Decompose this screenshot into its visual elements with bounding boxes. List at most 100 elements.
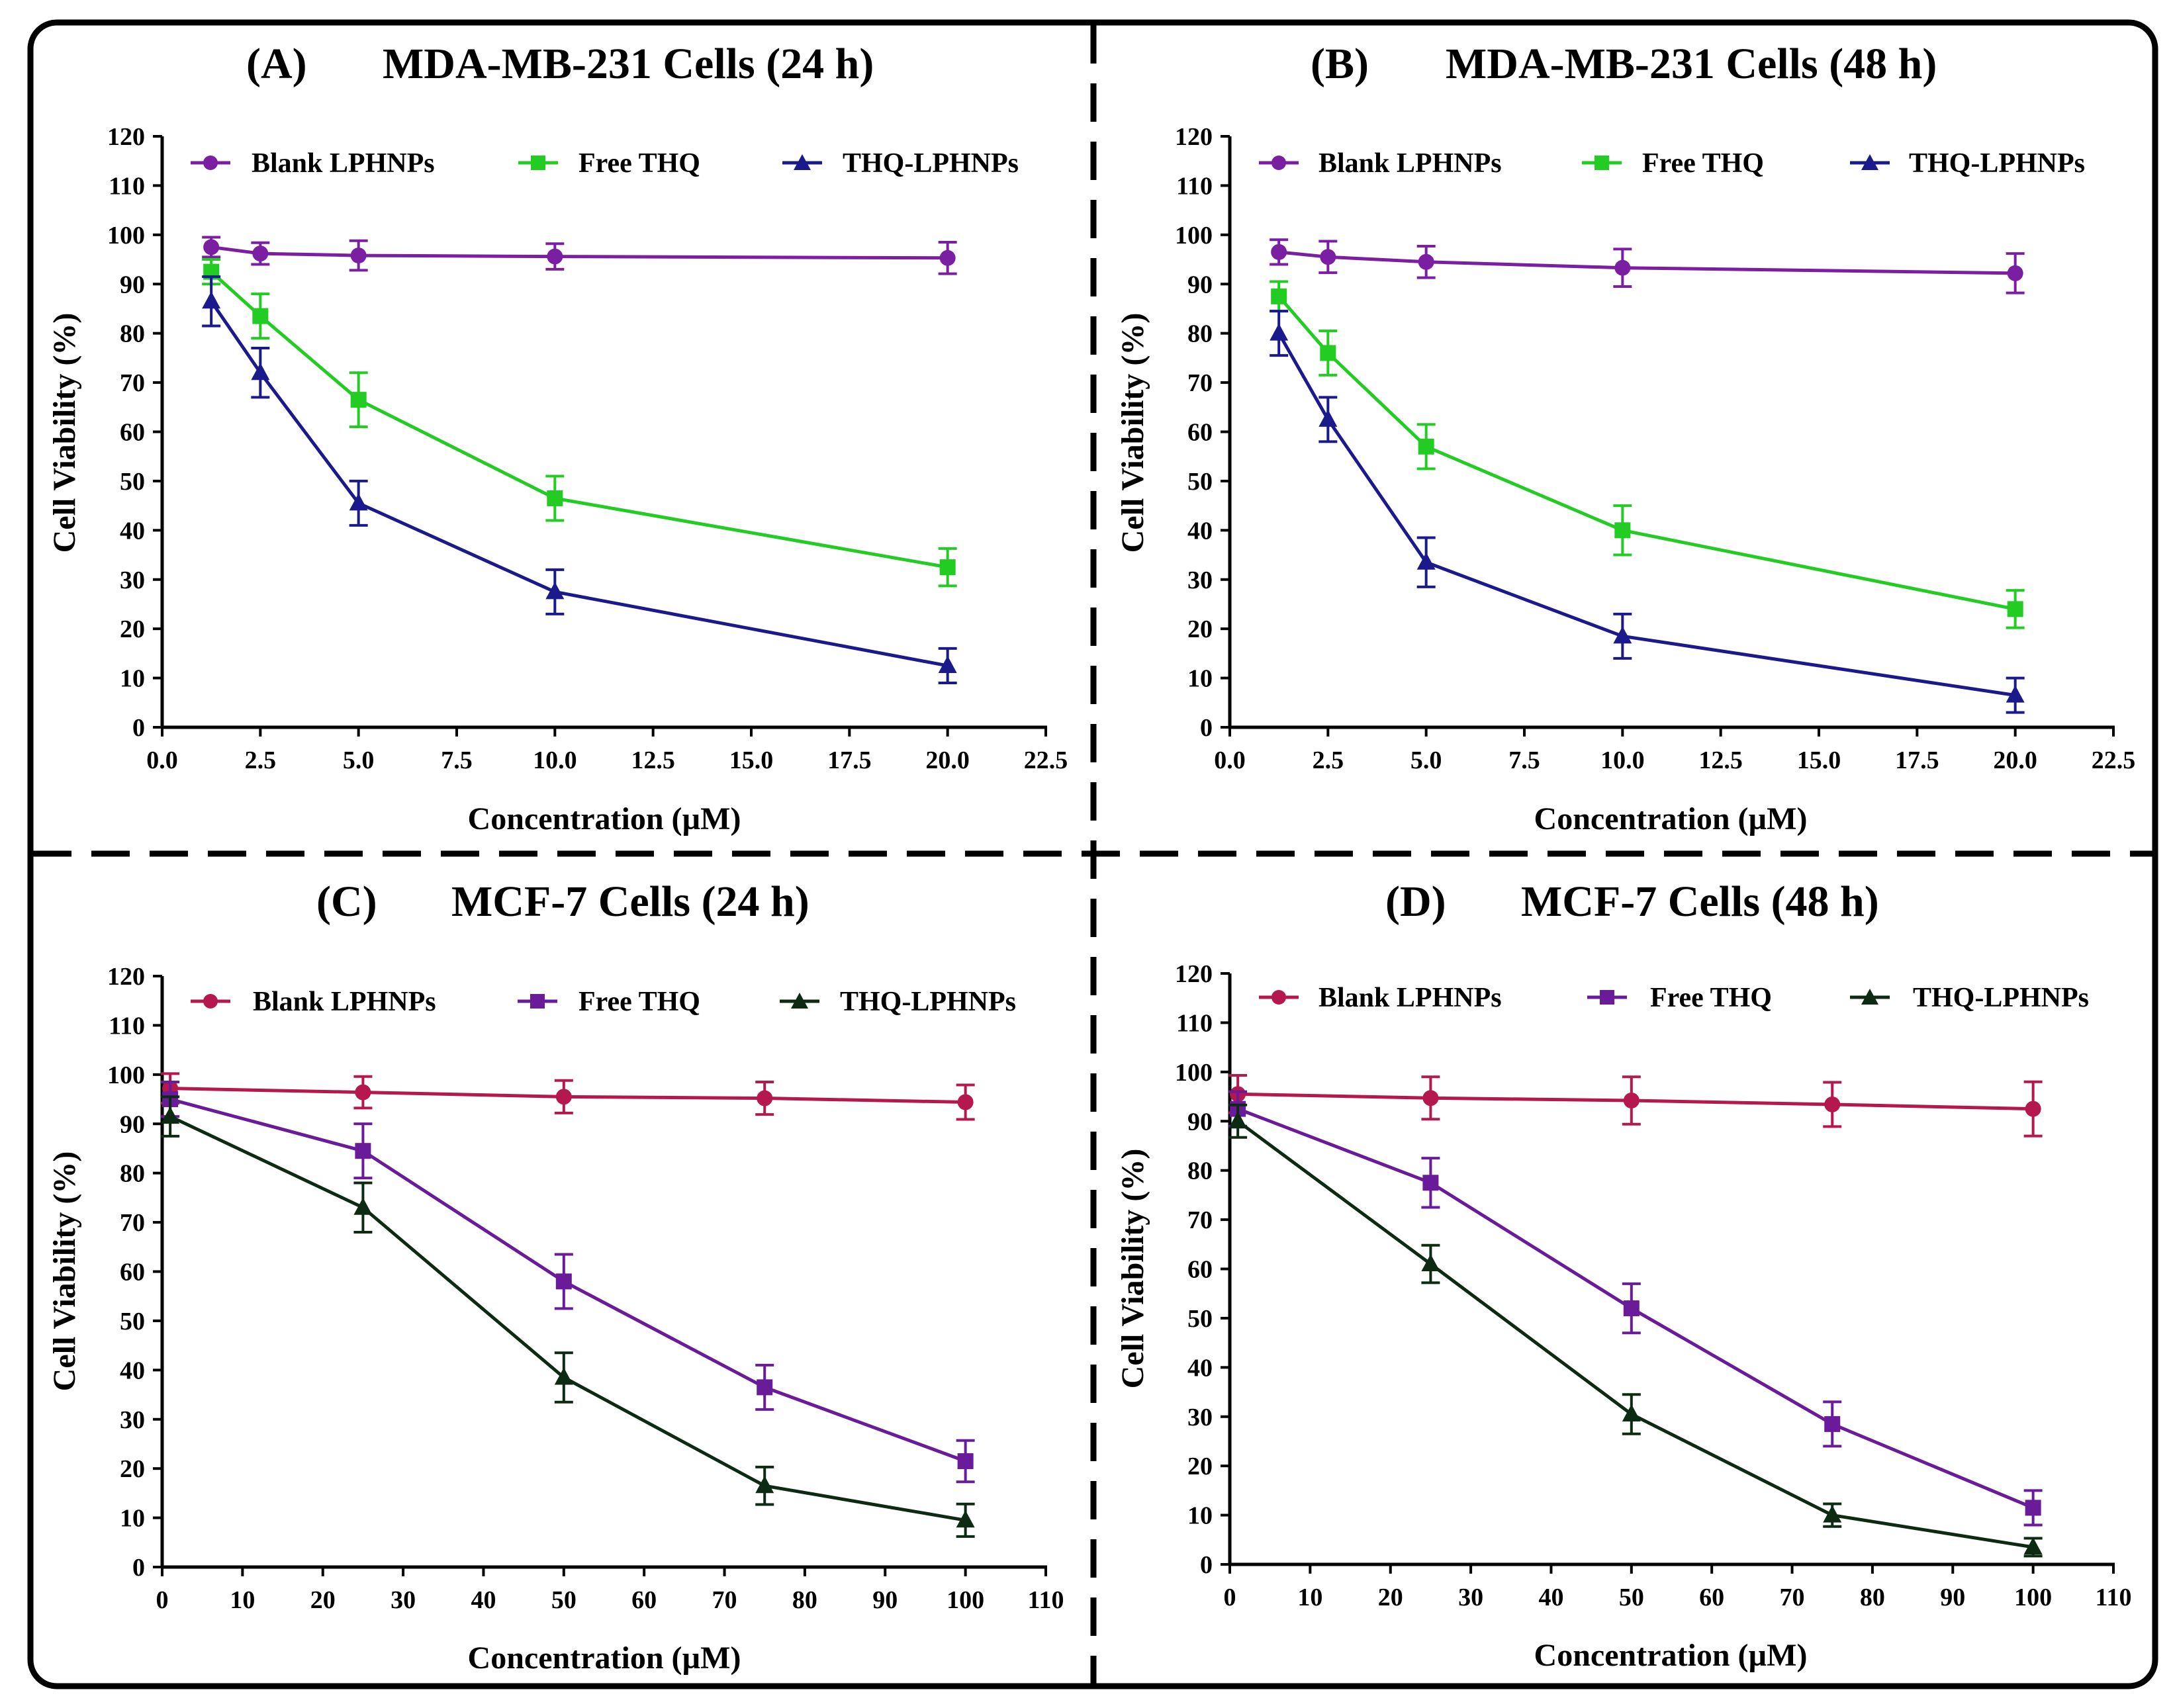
panel-b-ylabel: Cell Viability (%) [1115,313,1150,553]
outer-frame [27,19,2158,1689]
legend-label: Blank LPHNPs [1318,148,1502,179]
series-thq-lphnps [1228,1103,2043,1558]
panel-c-legend: Blank LPHNPs Free THQ THQ-LPHNPs [191,987,1016,1017]
y-tick-label: 120 [107,963,145,991]
panel-c: (C) MCF-7 Cells (24 h) 0 10 20 30 40 50 60 70 80… [47,877,1064,1676]
data-point [1320,249,1336,265]
x-tick-label: 70 [712,1586,737,1614]
legend-label: THQ-LPHNPs [843,148,1019,179]
x-tick-label: 2.5 [245,746,277,774]
panel-b: (B) MDA-MB-231 Cells (48 h) 0 10 20 30 40 50 6… [1115,40,2135,836]
y-tick-label: 50 [120,468,145,496]
x-tick-label: 90 [872,1586,898,1614]
data-point [957,1094,974,1110]
data-point [956,1510,975,1528]
panel-c-xlabel: Concentration (µM) [468,1641,741,1676]
y-tick-label: 30 [120,566,145,594]
panel-c-plot: 0 10 20 30 40 50 60 70 80 90 100 110 120 0 10 20 30 40 50 6… [107,963,1064,1614]
panel-a-ylabel: Cell Viability (%) [47,313,82,553]
y-tick-label: 70 [120,369,145,397]
legend-label: THQ-LPHNPs [1913,983,2089,1013]
x-tick-label: 30 [391,1586,416,1614]
data-point [252,308,269,324]
panel-d-label: (D) [1385,877,1446,926]
data-point [1824,1416,1841,1432]
panel-a-title: MDA-MB-231 Cells (24 h) [383,40,874,88]
y-tick-label: 50 [120,1308,145,1335]
x-tick-label: 2.5 [1313,746,1344,774]
data-point [1622,1404,1641,1422]
data-point [2006,685,2025,703]
data-point [353,1197,373,1215]
y-tick-label: 90 [120,1110,145,1138]
data-point [350,247,367,264]
y-tick-label: 90 [1187,1108,1213,1136]
y-tick-label: 110 [109,172,145,200]
legend-label: THQ-LPHNPs [1909,148,2085,179]
series-thq-lphnps [202,275,957,685]
y-tick-label: 40 [120,517,145,545]
y-tick-label: 40 [1187,517,1213,545]
legend-marker [530,994,545,1009]
y-tick-label: 10 [120,1505,145,1533]
data-point [939,559,956,576]
y-tick-label: 50 [1187,1305,1213,1333]
y-tick-label: 20 [1187,615,1213,643]
x-tick-label: 17.5 [827,746,872,774]
y-tick-label: 60 [120,1259,145,1286]
y-tick-label: 0 [132,1554,145,1582]
x-tick-label: 7.5 [1508,746,1540,774]
x-tick-label: 20.0 [925,746,970,774]
data-point [1271,288,1287,304]
x-tick-label: 22.5 [2092,746,2136,774]
x-tick-label: 12.5 [631,746,675,774]
legend-marker [1861,154,1878,170]
x-tick-label: 10 [230,1586,255,1614]
legend-label: Free THQ [1642,148,1764,179]
legend-free-thq: Free THQ [1587,983,1772,1013]
legend-label: Free THQ [1650,983,1772,1013]
y-tick-label: 30 [1187,566,1213,594]
y-tick-label: 60 [120,419,145,447]
data-point [1613,626,1632,644]
series-line [210,245,948,260]
panel-b-xlabel: Concentration (µM) [1534,801,1808,836]
legend-blank-lphnps: Blank LPHNPs [191,987,436,1017]
data-point [2025,1101,2041,1117]
y-tick-label: 50 [1187,468,1213,496]
y-tick-label: 80 [120,1160,145,1188]
legend-marker [794,154,811,170]
x-tick-label: 10.0 [1600,746,1645,774]
x-tick-label: 90 [1940,1584,1965,1611]
panel-c-title: MCF-7 Cells (24 h) [451,877,809,926]
legend-marker [1595,156,1609,170]
x-tick-label: 20.0 [1993,746,2037,774]
x-tick-label: 60 [1699,1584,1724,1611]
legend-free-thq: Free THQ [518,148,700,179]
y-tick-label: 20 [120,615,145,643]
legend-free-thq: Free THQ [1582,148,1764,179]
data-point [939,249,956,266]
data-point [350,392,367,408]
panel-a: (A) MDA-MB-231 Cells (24 h) 0 10 20 30 40 50 6… [47,40,1068,836]
data-point [957,1453,974,1470]
legend-marker [203,994,218,1009]
legend-label: Free THQ [578,987,700,1017]
x-tick-label: 10.0 [533,746,577,774]
series-line [210,270,948,569]
panel-d-plot: 0 10 20 30 40 50 60 70 80 90 100 110 120 0 10 20 30 40 50 6… [1175,960,2131,1611]
series-line [1278,250,2015,275]
y-tick-label: 80 [120,320,145,348]
series-blank-lphnps [1228,1074,2043,1138]
data-point [757,1379,773,1396]
series-line [169,1114,966,1522]
y-tick-label: 10 [1187,1502,1213,1530]
legend-marker [1600,990,1614,1005]
data-point [1422,1175,1439,1191]
panel-b-legend: Blank LPHNPs Free THQ THQ-LPHNPs [1259,148,2085,179]
series-blank-lphnps [161,1072,975,1121]
legend-blank-lphnps: Blank LPHNPs [191,148,435,179]
x-tick-label: 50 [1619,1584,1644,1611]
series-free-thq [1228,1090,2043,1527]
data-point [202,291,221,309]
